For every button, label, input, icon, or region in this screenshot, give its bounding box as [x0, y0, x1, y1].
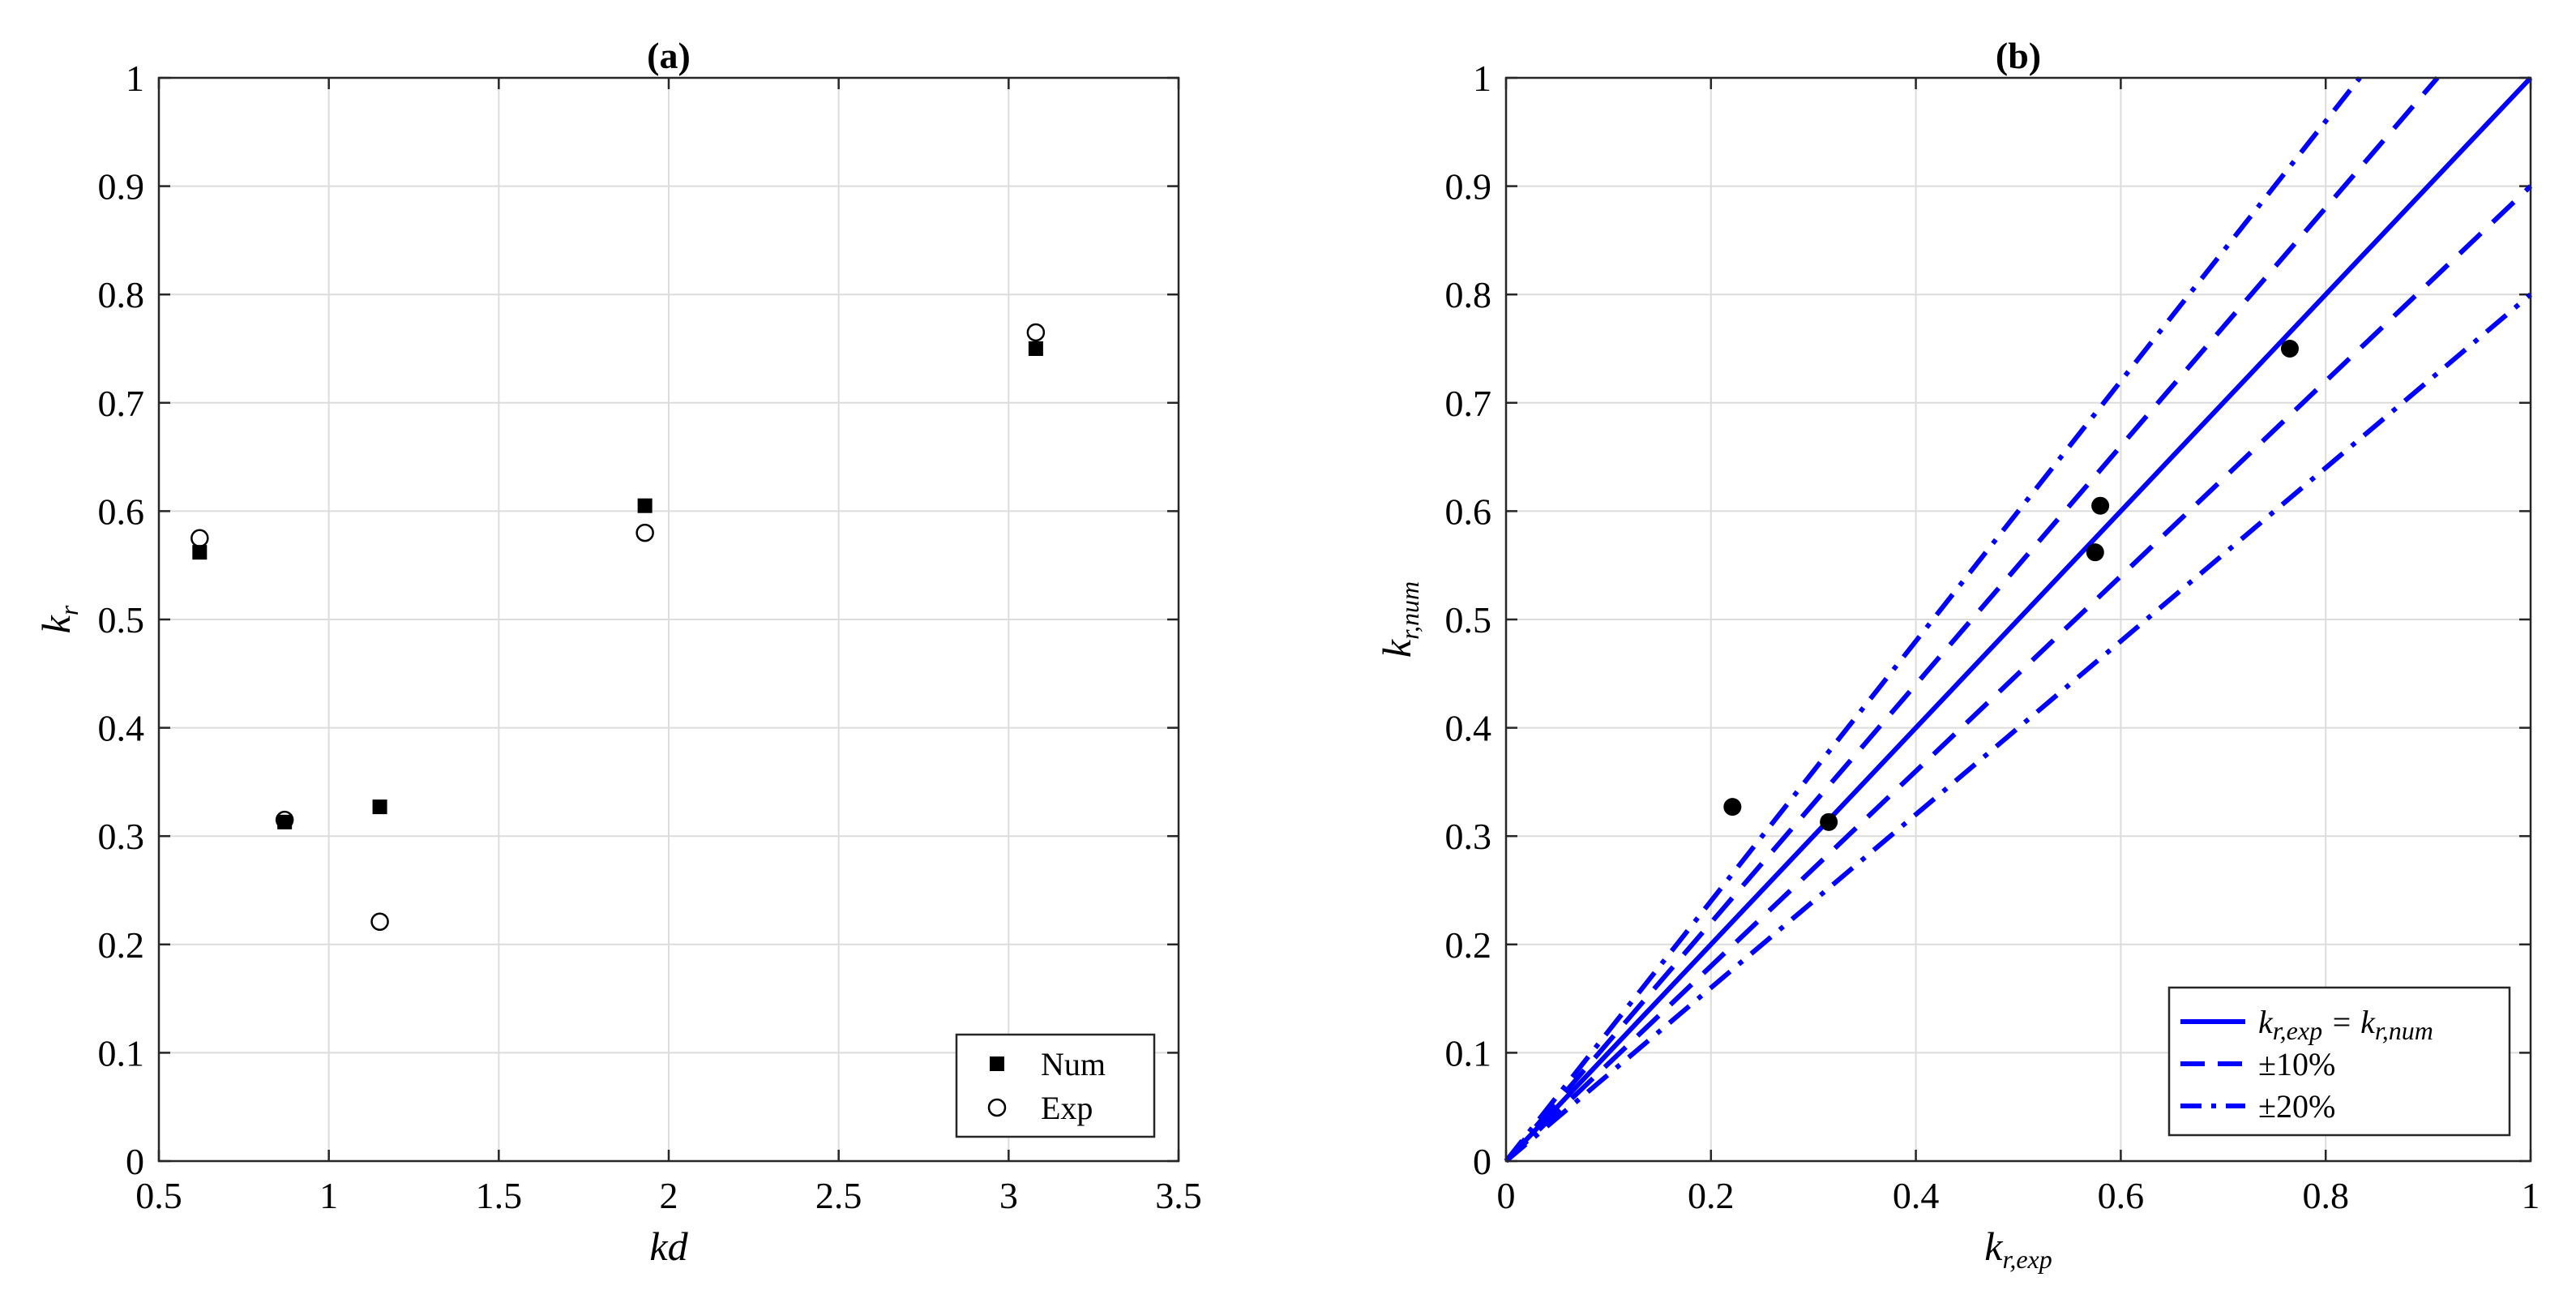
panel-a-legend: Num Exp: [955, 1033, 1156, 1138]
y-tick-label: 0.7: [1445, 383, 1492, 424]
x-tick-label: 2: [660, 1175, 678, 1216]
num-point: [277, 814, 293, 829]
x-tick-label: 1: [319, 1175, 338, 1216]
panel-a-y-axis-label: kr: [33, 605, 83, 633]
legend-exp-marker: [987, 1098, 1007, 1117]
panel-b-axes-box: [1504, 76, 2532, 1163]
y-tick-label: 0.2: [98, 924, 145, 966]
x-tick-label: 0.8: [2302, 1175, 2349, 1216]
panel-a-marks: [190, 323, 1046, 931]
x-tick-label: 1.5: [476, 1175, 523, 1216]
legend-label: ±20%: [2258, 1088, 2335, 1125]
panel-a-title: (a): [647, 35, 691, 76]
data-point: [2280, 340, 2299, 358]
reference-line-dashdot: [1504, 76, 2362, 1163]
panel-a-grid: [159, 78, 1179, 1161]
y-tick-label: 0.1: [98, 1032, 145, 1074]
panel-b-title: (b): [1996, 35, 2041, 76]
legend-label: ±10%: [2258, 1046, 2335, 1082]
legend-num-marker: [990, 1056, 1004, 1071]
panel-b-reference-lines: [1504, 75, 2533, 1164]
y-tick-label: 0.3: [98, 816, 145, 857]
panel-b-ticks: 0 0.2 0.4 0.6 0.8 1 0 0.1 0.2 0.3 0.4 0.5 0.6 0.7 0.8 0…: [1445, 58, 2540, 1216]
exp-point: [190, 529, 209, 548]
panel-b-y-axis-label: kr,num: [1374, 581, 1424, 658]
panel-b-chart: 0 0.2 0.4 0.6 0.8 1 0 0.1 0.2 0.3 0.4 0.5 0.6 0.7 0.8 0…: [1374, 35, 2540, 1274]
y-tick-label: 0.8: [1445, 274, 1492, 315]
y-tick-label: 0.9: [98, 166, 145, 208]
y-tick-label: 0.6: [1445, 491, 1492, 532]
panel-b-legend: kr,exp = kr,num±10% ±20%: [2167, 986, 2511, 1137]
x-tick-label: 0.6: [2098, 1175, 2145, 1216]
panel-b-marks: [1723, 340, 2299, 831]
y-tick-label: 0.1: [1445, 1032, 1492, 1074]
data-point: [1723, 798, 1742, 816]
x-tick-label: 0.2: [1688, 1175, 1735, 1216]
exp-point: [370, 912, 389, 931]
y-tick-label: 1: [1473, 58, 1491, 99]
legend-label: Exp: [1041, 1090, 1093, 1126]
legend-label: kr,exp = kr,num: [2258, 1004, 2433, 1045]
panel-a-ticks: 0.5 1 1.5 2 2.5 3 3.5 0 0.1 0.2 0.3 0.4 0.5 0.6 0.7 0.8…: [98, 58, 1202, 1216]
y-tick-label: 0.2: [1445, 924, 1492, 966]
reference-line-solid: [1504, 75, 2533, 1164]
data-point: [2086, 543, 2104, 562]
data-point: [2091, 496, 2110, 515]
y-tick-label: 0.8: [98, 274, 145, 315]
reference-line-dashdot: [1504, 292, 2532, 1164]
num-point: [192, 545, 208, 560]
y-tick-label: 0.9: [1445, 166, 1492, 208]
x-tick-label: 3.5: [1155, 1175, 1202, 1216]
y-tick-label: 0.4: [1445, 708, 1492, 749]
legend-box: [955, 1033, 1156, 1138]
reference-line-dashed: [1504, 184, 2533, 1164]
y-tick-label: 0: [126, 1141, 144, 1182]
y-tick-label: 0.7: [98, 383, 145, 424]
y-tick-label: 1: [126, 58, 144, 99]
x-tick-label: 0.5: [135, 1175, 182, 1216]
y-tick-label: 0.6: [98, 491, 145, 532]
num-point: [372, 799, 387, 815]
y-tick-label: 0: [1473, 1141, 1491, 1182]
exp-point: [275, 810, 294, 829]
y-tick-label: 0.5: [98, 599, 145, 641]
num-point: [637, 498, 653, 513]
x-tick-label: 3: [999, 1175, 1018, 1216]
panel-a-axes-box: [157, 76, 1180, 1163]
data-point: [1820, 812, 1838, 831]
exp-point: [1026, 323, 1046, 342]
panel-b-x-axis-label: kr,exp: [1984, 1224, 2052, 1274]
legend-label: Num: [1041, 1046, 1106, 1082]
exp-point: [635, 523, 654, 542]
panel-a-x-axis-label: kd: [649, 1224, 688, 1269]
y-tick-label: 0.3: [1445, 816, 1492, 857]
reference-line-dashed: [1504, 76, 2440, 1163]
x-tick-label: 0: [1497, 1175, 1516, 1216]
x-tick-label: 2.5: [815, 1175, 862, 1216]
y-tick-label: 0.5: [1445, 599, 1492, 641]
x-tick-label: 0.4: [1893, 1175, 1940, 1216]
y-tick-label: 0.4: [98, 708, 145, 749]
x-tick-label: 1: [2522, 1175, 2540, 1216]
num-point: [1028, 341, 1043, 356]
panel-a-chart: 0.5 1 1.5 2 2.5 3 3.5 0 0.1 0.2 0.3 0.4 0.5 0.6 0.7 0.8…: [33, 35, 1202, 1269]
